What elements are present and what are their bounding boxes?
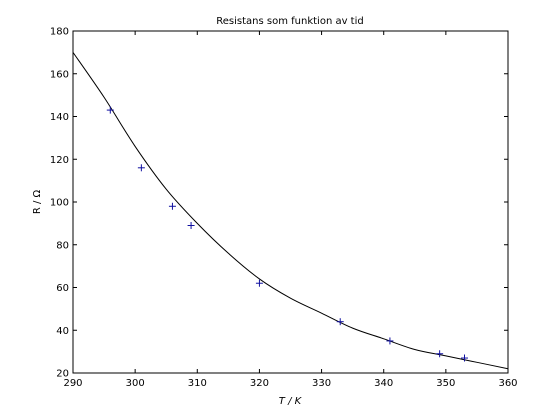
data-point-marker <box>137 164 145 172</box>
chart-title: Resistans som funktion av tid <box>216 16 363 27</box>
y-tick-label: 60 <box>56 283 69 294</box>
x-tick-label: 330 <box>312 378 331 389</box>
y-tick-label: 100 <box>50 198 69 209</box>
x-tick-label: 300 <box>126 378 145 389</box>
x-tick-label: 360 <box>498 378 517 389</box>
data-markers <box>106 106 468 362</box>
plot-frame <box>72 30 509 374</box>
y-tick-label: 140 <box>50 112 69 123</box>
y-tick-label: 180 <box>50 27 69 38</box>
x-tick-label: 320 <box>250 378 269 389</box>
y-tick-label: 160 <box>50 69 69 80</box>
data-point-marker <box>336 318 344 326</box>
fit-curve-line <box>72 52 509 370</box>
x-axis-label: T / K <box>279 396 303 407</box>
y-tick-label: 20 <box>56 369 69 380</box>
x-tick-label: 290 <box>63 378 82 389</box>
plot-area <box>72 30 509 374</box>
data-point-marker <box>187 222 195 230</box>
data-point-marker <box>168 202 176 210</box>
data-point-marker <box>461 354 468 362</box>
data-point-marker <box>255 279 263 287</box>
data-point-marker <box>106 106 114 114</box>
data-point-marker <box>386 337 394 345</box>
y-tick-label: 80 <box>56 240 69 251</box>
y-axis-label: R / Ω <box>32 189 43 214</box>
y-tick-label: 40 <box>56 326 69 337</box>
x-tick-label: 350 <box>436 378 455 389</box>
x-tick-label: 340 <box>374 378 393 389</box>
data-point-marker <box>436 350 444 358</box>
axis-ticks: 290 300 310 320 330 340 350 360 20 40 60 80 100 120 14… <box>50 27 518 390</box>
y-tick-label: 120 <box>50 155 69 166</box>
x-tick-label: 310 <box>188 378 207 389</box>
